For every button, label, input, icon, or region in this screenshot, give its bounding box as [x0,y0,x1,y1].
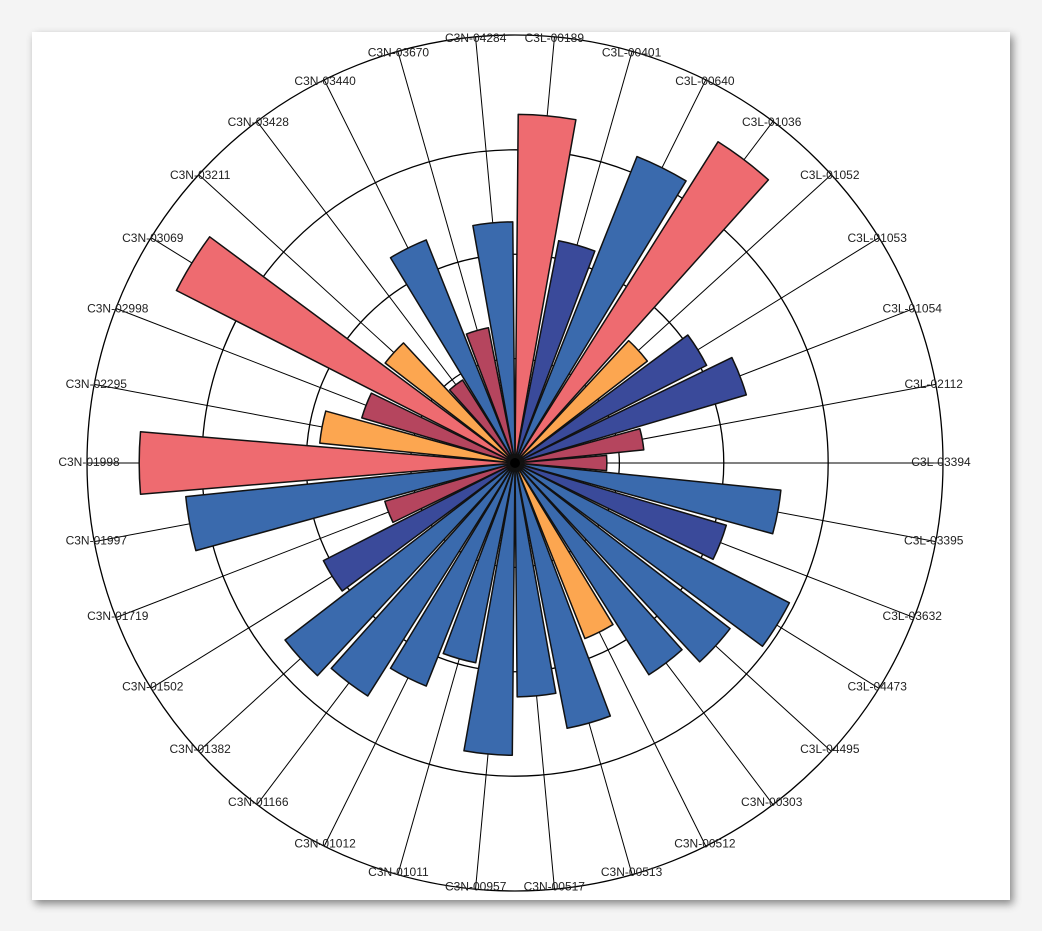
bar [514,462,683,676]
category-label: C3N-01719 [87,609,149,623]
bar [361,392,516,464]
category-label: C3L-01053 [847,231,907,245]
bar [514,462,731,663]
bar [284,462,516,677]
bar [514,462,614,640]
category-label: C3N-04284 [445,31,507,45]
category-label: C3N-03211 [170,168,231,182]
category-label: C3L-00401 [602,45,662,59]
bar [185,462,516,552]
category-label: C3L-01054 [883,301,943,315]
category-label: C3L-04473 [847,679,907,693]
category-label: C3N-03670 [368,45,430,59]
category-label: C3N-02295 [66,377,128,391]
bar [514,454,608,472]
bar [514,462,612,730]
bar [514,427,645,464]
bar [514,462,557,698]
bar [514,462,782,535]
bar [389,239,516,464]
bar [514,334,708,464]
bar [465,327,516,464]
category-label: C3N-00517 [524,879,586,893]
bar [514,113,577,464]
category-label: C3N-01166 [228,795,289,809]
category-label: C3N-03440 [294,74,356,88]
category-label: C3N-00512 [674,837,736,851]
bar [514,141,770,464]
category-label: C3N-03428 [228,115,290,129]
category-label: C3N-01998 [58,455,120,469]
bar [472,221,516,464]
category-label: C3N-01011 [368,865,429,879]
category-label: C3L-01052 [800,168,860,182]
category-label: C3L-00640 [675,74,735,88]
category-label: C3N-00303 [741,795,803,809]
bar [330,462,516,697]
bar [463,462,516,757]
category-label: C3N-01997 [66,533,128,547]
category-label: C3N-02998 [87,301,149,315]
category-label: C3N-00957 [445,879,507,893]
category-label: C3L-03632 [883,609,943,623]
bar [448,379,516,464]
category-label: C3N-01012 [294,837,356,851]
bar [514,462,728,561]
category-label: C3L-03395 [904,533,964,547]
bar [384,462,516,524]
category-label: C3L-02112 [904,377,963,391]
bar [514,356,748,464]
category-label: C3N-01502 [122,679,184,693]
category-label: C3L-01036 [742,115,802,129]
category-label: C3N-01382 [169,742,231,756]
category-label: C3L-03394 [911,455,971,469]
category-label: C3N-03069 [122,231,184,245]
outer-circle [86,34,944,892]
category-label: C3L-00189 [525,31,585,45]
center [510,458,520,468]
bar [175,236,516,464]
category-label: C3L-04495 [800,742,860,756]
bar [319,410,516,464]
bar [514,239,596,464]
bar [514,155,687,464]
bar [514,462,791,648]
bar [138,431,516,495]
bar [442,462,516,664]
bar [514,339,649,464]
bar [384,342,516,464]
bar [322,462,516,592]
category-label: C3N-00513 [601,865,663,879]
bar [389,462,516,687]
